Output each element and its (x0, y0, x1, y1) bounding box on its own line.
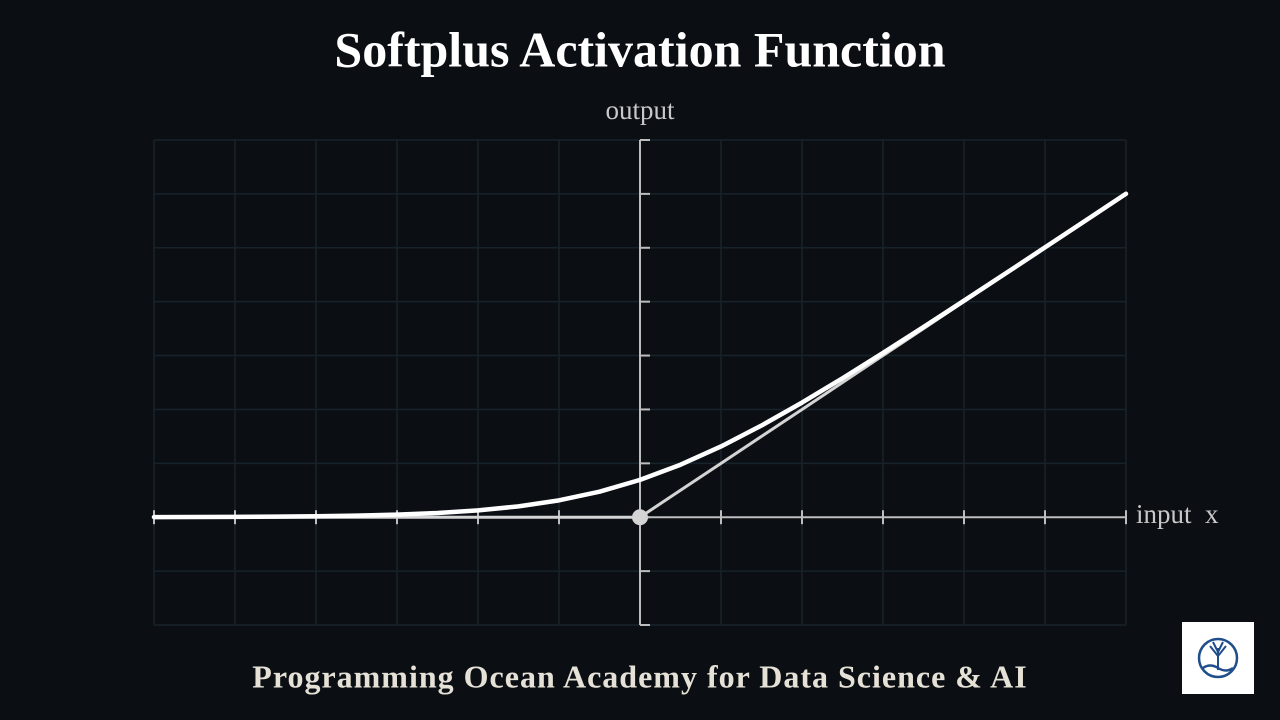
logo-wave (1202, 664, 1234, 672)
origin-point (632, 509, 648, 526)
logo (1182, 622, 1254, 694)
lines (151, 191, 1129, 526)
footer: Programming Ocean Academy for Data Scien… (252, 658, 1027, 694)
logo-ring (1197, 637, 1239, 679)
y-axis-label: output (605, 95, 675, 125)
x-axis-label: input x (1136, 499, 1219, 529)
series-line (151, 191, 1129, 520)
logo-tree (1209, 641, 1227, 670)
chart-title: Softplus Activation Function (334, 21, 945, 77)
